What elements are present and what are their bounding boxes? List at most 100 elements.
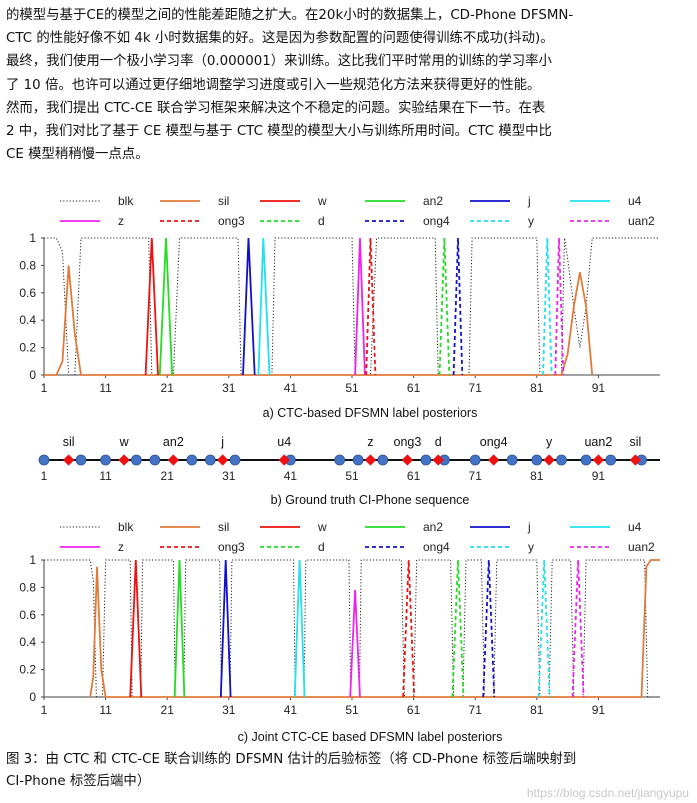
blank-frame-dot bbox=[100, 454, 111, 466]
caption-line: CI-Phone 标签后端中） bbox=[6, 774, 151, 789]
x-tick-label: 11 bbox=[99, 703, 112, 717]
x-tick-label: 21 bbox=[161, 469, 175, 483]
legend-label: uan2 bbox=[628, 540, 655, 554]
x-tick-label: 81 bbox=[530, 703, 544, 717]
x-tick-label: 1 bbox=[41, 469, 48, 483]
x-tick-label: 81 bbox=[530, 469, 544, 483]
phone-label: ong4 bbox=[480, 435, 508, 449]
blank-frame-dot bbox=[204, 454, 216, 466]
phone-label: uan2 bbox=[584, 435, 612, 449]
legend-label: d bbox=[318, 540, 325, 554]
x-tick-label: 1 bbox=[41, 703, 48, 717]
x-tick-label: 71 bbox=[469, 469, 483, 483]
x-tick-label: 61 bbox=[407, 703, 421, 717]
series-line-j bbox=[242, 237, 256, 376]
y-tick-label: 0.6 bbox=[19, 608, 36, 622]
phone-frame-diamond bbox=[216, 454, 229, 466]
blank-frame-dot bbox=[420, 454, 432, 466]
series-line-z bbox=[349, 590, 361, 698]
blank-frame-dot bbox=[580, 454, 592, 466]
x-tick-label: 11 bbox=[99, 469, 112, 483]
legend-label: sil bbox=[218, 194, 229, 208]
phone-label: ong3 bbox=[394, 435, 422, 449]
x-tick-label: 51 bbox=[345, 703, 359, 717]
x-tick-label: 11 bbox=[99, 381, 112, 395]
y-tick-label: 0.6 bbox=[19, 286, 36, 300]
legend-label: sil bbox=[218, 520, 229, 534]
y-tick-label: 0.8 bbox=[19, 258, 36, 272]
blank-frame-dot bbox=[506, 454, 518, 466]
x-tick-label: 41 bbox=[284, 469, 298, 483]
series-line-z bbox=[354, 237, 366, 376]
x-tick-label: 21 bbox=[161, 703, 175, 717]
series-line-j bbox=[219, 559, 232, 698]
body-line: 最终，我们使用一个极小学习率（0.000001）来训练。这比我们平时常用的训练的… bbox=[6, 54, 552, 70]
chart-title: c) Joint CTC-CE based DFSMN label poster… bbox=[238, 730, 503, 744]
series-line-an2 bbox=[173, 559, 186, 698]
blank-frame-dot bbox=[130, 454, 142, 466]
legend-label: z bbox=[118, 540, 124, 554]
legend-label: j bbox=[527, 520, 531, 534]
blank-frame-dot bbox=[556, 454, 567, 466]
series-line-sil bbox=[44, 265, 594, 376]
body-paragraph: 的模型与基于CE的模型之间的性能差距随之扩大。在20k小时的数据集上，CD-Ph… bbox=[6, 4, 692, 166]
chart-title: a) CTC-based DFSMN label posteriors bbox=[263, 406, 478, 420]
blank-frame-dot bbox=[605, 454, 617, 466]
series-line-d bbox=[438, 237, 451, 376]
body-line: CTC 的性能好像不如 4k 小时数据集的好。这是因为参数配置的问题使得训练不成… bbox=[6, 31, 554, 47]
phone-frame-diamond bbox=[62, 454, 75, 466]
body-line: 了 10 倍。也许可以通过更仔细地调整学习进度或引入一些规范化方法来获得更好的性… bbox=[6, 77, 541, 93]
series-line-an2 bbox=[158, 237, 173, 376]
blank-frame-dot bbox=[377, 454, 389, 466]
phone-frame-diamond bbox=[592, 454, 605, 466]
legend-label: blk bbox=[118, 520, 134, 534]
legend-label: z bbox=[118, 214, 124, 228]
x-tick-label: 81 bbox=[530, 381, 544, 395]
x-tick-label: 51 bbox=[345, 381, 359, 395]
blank-frame-dot bbox=[186, 454, 198, 466]
chart-title: b) Ground truth CI-Phone sequence bbox=[271, 493, 470, 507]
phone-label: an2 bbox=[163, 435, 184, 449]
body-line: 然而，我们提出 CTC-CE 联合学习框架来解决这个不稳定的问题。实验结果在下一… bbox=[6, 100, 546, 116]
series-line-sil bbox=[89, 559, 660, 698]
phone-label: w bbox=[119, 435, 130, 449]
blank-frame-dot bbox=[469, 454, 481, 466]
body-line: 2 中，我们对比了基于 CE 模型与基于 CTC 模型的模型大小与训练所用时间。… bbox=[6, 124, 552, 140]
series-line-w bbox=[129, 559, 143, 698]
series-line-ong3 bbox=[365, 237, 377, 376]
x-tick-label: 41 bbox=[284, 381, 298, 395]
phone-frame-diamond bbox=[118, 454, 130, 466]
legend-label: ong4 bbox=[423, 540, 450, 554]
x-tick-label: 71 bbox=[469, 703, 483, 717]
blank-frame-dot bbox=[334, 454, 346, 466]
x-tick-label: 41 bbox=[284, 703, 298, 717]
legend-label: uan2 bbox=[628, 214, 655, 228]
y-tick-label: 0.2 bbox=[19, 663, 36, 677]
phone-label: y bbox=[546, 435, 553, 449]
chart-joint-ctc-ce-posteriors: blk sil w an2 j u4 z ong3 d ong4 y uan2 0 0.2 0.4 0.6 0.… bbox=[19, 520, 660, 744]
legend-label: d bbox=[318, 214, 325, 228]
y-tick-label: 0.2 bbox=[19, 341, 36, 355]
phone-frame-diamond bbox=[167, 454, 180, 466]
series-line-d bbox=[451, 559, 465, 698]
legend-label: an2 bbox=[423, 194, 443, 208]
phone-frame-diamond bbox=[543, 454, 555, 466]
series-line-uan2 bbox=[554, 237, 565, 376]
figure-caption: 图 3：由 CTC 和 CTC-CE 联合训练的 DFSMN 估计的后验标签（将… bbox=[6, 749, 692, 793]
series-line-u4 bbox=[257, 237, 271, 376]
y-tick-label: 1 bbox=[29, 231, 36, 245]
blank-frame-dot bbox=[229, 454, 241, 466]
body-line: CE 模型稍稍慢一点点。 bbox=[6, 147, 149, 163]
series-line-u4 bbox=[293, 559, 306, 698]
series-line-y bbox=[537, 559, 551, 698]
phone-label: u4 bbox=[277, 435, 291, 449]
x-tick-label: 21 bbox=[161, 381, 175, 395]
phone-label: d bbox=[435, 435, 442, 449]
y-tick-label: 0.4 bbox=[19, 313, 36, 327]
x-tick-label: 71 bbox=[469, 381, 483, 395]
phone-frame-diamond bbox=[488, 454, 500, 466]
x-tick-label: 91 bbox=[592, 469, 606, 483]
y-tick-label: 0 bbox=[29, 368, 36, 382]
x-tick-label: 91 bbox=[592, 703, 606, 717]
